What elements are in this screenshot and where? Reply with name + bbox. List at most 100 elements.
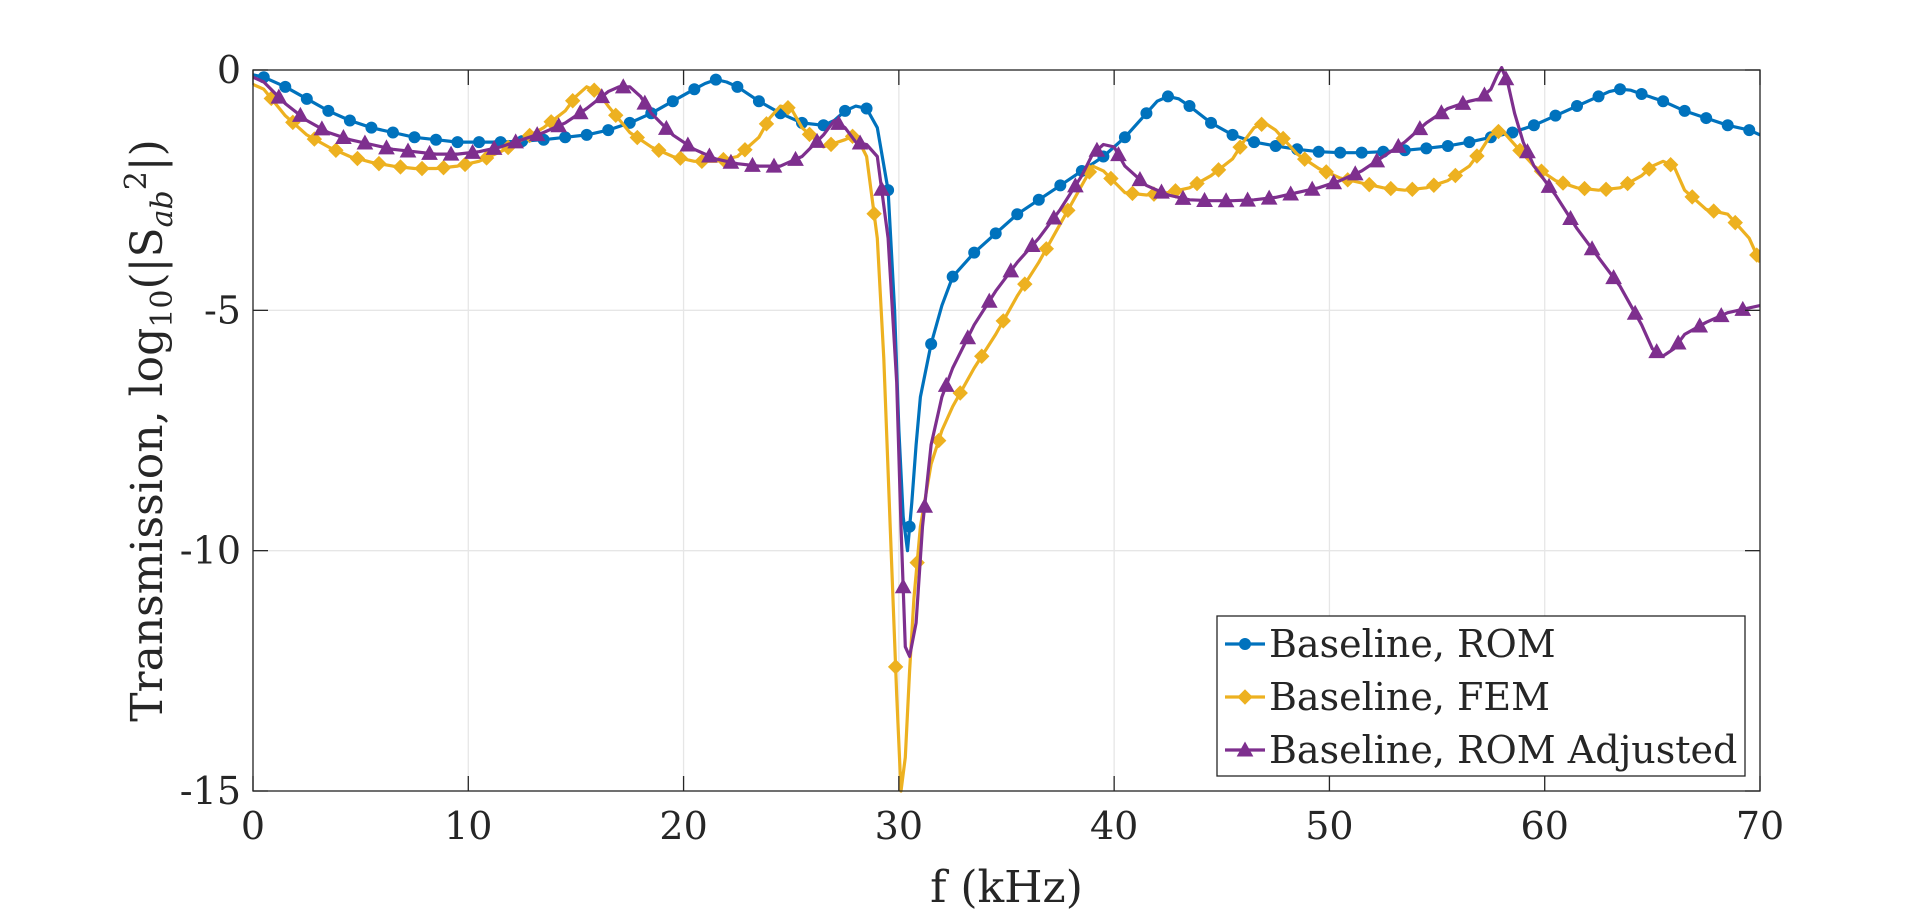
data-point-marker <box>343 114 356 127</box>
data-point-marker <box>392 159 409 175</box>
axes-frame <box>252 69 1761 792</box>
data-point-marker <box>830 114 847 130</box>
data-point-marker <box>722 153 740 169</box>
data-point-marker <box>414 160 430 177</box>
data-point-marker <box>1312 145 1325 158</box>
x-tick-label: 30 <box>875 804 923 848</box>
data-point-marker <box>1389 137 1407 153</box>
data-point-marker <box>903 520 916 533</box>
data-point-marker <box>1140 107 1153 120</box>
legend-box <box>1216 615 1746 777</box>
legend-marker <box>1237 689 1253 705</box>
data-point-marker <box>1420 142 1433 155</box>
data-point-marker <box>1605 269 1622 285</box>
data-point-marker <box>1260 189 1278 205</box>
data-point-marker <box>1205 116 1218 129</box>
y-tick-label: -5 <box>204 288 241 332</box>
data-point-marker <box>1303 180 1321 196</box>
data-point-marker <box>1721 119 1734 132</box>
data-point-marker <box>335 129 352 145</box>
data-point-marker <box>968 246 981 259</box>
series-2 <box>253 82 1760 793</box>
data-point-marker <box>1669 334 1687 350</box>
data-point-marker <box>1239 191 1256 207</box>
y-axis-title-main: Transmission, log <box>122 328 173 722</box>
data-point-marker <box>292 106 309 122</box>
data-point-marker <box>1017 276 1033 292</box>
data-point-marker <box>1174 189 1192 205</box>
data-point-marker <box>1506 126 1519 139</box>
data-point-marker <box>564 93 581 109</box>
data-point-marker <box>657 119 675 135</box>
series-line <box>253 66 1760 659</box>
data-point-marker <box>507 133 524 149</box>
data-point-marker <box>279 80 292 93</box>
data-point-marker <box>1727 214 1743 231</box>
data-point-marker <box>1110 146 1127 162</box>
data-point-marker <box>1648 343 1666 359</box>
data-point-marker <box>1706 203 1722 219</box>
x-tick-label: 50 <box>1305 804 1353 848</box>
data-point-marker <box>378 139 395 155</box>
data-point-marker <box>1196 191 1213 207</box>
data-point-marker <box>1032 193 1045 206</box>
data-point-marker <box>550 117 568 133</box>
data-point-marker <box>1454 94 1472 110</box>
data-point-marker <box>1691 317 1709 333</box>
data-point-marker <box>1232 139 1248 155</box>
data-point-marker <box>1592 90 1605 103</box>
y-axis-title: Transmission, log10(|Sab2|) <box>119 139 180 722</box>
data-point-marker <box>1161 90 1174 103</box>
data-point-marker <box>451 136 464 149</box>
y-axis-title-subscript: 10 <box>145 290 180 328</box>
data-point-marker <box>780 100 796 116</box>
data-point-marker <box>1002 262 1020 278</box>
data-point-marker <box>974 348 990 364</box>
data-point-marker <box>1282 185 1300 201</box>
x-tick-label: 40 <box>1090 804 1138 848</box>
data-point-marker <box>1743 124 1756 137</box>
data-point-marker <box>1734 300 1752 316</box>
data-point-marker <box>386 126 399 139</box>
y-axis-title-subscript-ab: ab <box>145 190 180 227</box>
data-point-marker <box>1555 175 1571 191</box>
data-point-marker <box>679 136 697 152</box>
data-point-marker <box>1540 177 1558 193</box>
data-point-marker <box>1749 247 1760 263</box>
data-point-marker <box>636 94 654 110</box>
data-point-marker <box>1476 86 1493 102</box>
data-point-marker <box>860 102 873 115</box>
data-point-marker <box>989 227 1002 240</box>
data-point-marker <box>1355 146 1368 159</box>
data-point-marker <box>1045 209 1063 225</box>
data-point-marker <box>1131 171 1149 187</box>
data-point-marker <box>823 136 839 153</box>
data-point-marker <box>1060 202 1076 219</box>
data-point-marker <box>1325 174 1343 190</box>
data-point-marker <box>1011 208 1024 221</box>
data-point-marker <box>1404 181 1421 198</box>
data-point-marker <box>1571 100 1584 113</box>
data-point-marker <box>894 578 912 594</box>
x-axis-title: f (kHz) <box>930 862 1083 913</box>
legend-label: Baseline, ROM Adjusted <box>1269 728 1737 772</box>
data-point-marker <box>1635 88 1648 101</box>
data-point-marker <box>1712 307 1730 323</box>
data-point-marker <box>1684 189 1700 205</box>
data-point-marker <box>313 120 331 136</box>
data-point-marker <box>1023 236 1041 252</box>
data-point-marker <box>528 126 546 142</box>
data-point-marker <box>731 80 744 93</box>
data-point-marker <box>322 104 335 117</box>
data-point-marker <box>873 180 890 196</box>
data-point-marker <box>1054 179 1067 192</box>
data-point-marker <box>1490 123 1507 140</box>
x-tick-label: 60 <box>1521 804 1569 848</box>
data-point-marker <box>1361 176 1377 193</box>
data-point-marker <box>349 150 366 167</box>
data-point-marker <box>737 142 753 158</box>
data-point-marker <box>1038 241 1055 257</box>
data-point-marker <box>1497 70 1515 86</box>
tick-marks <box>252 69 1761 792</box>
